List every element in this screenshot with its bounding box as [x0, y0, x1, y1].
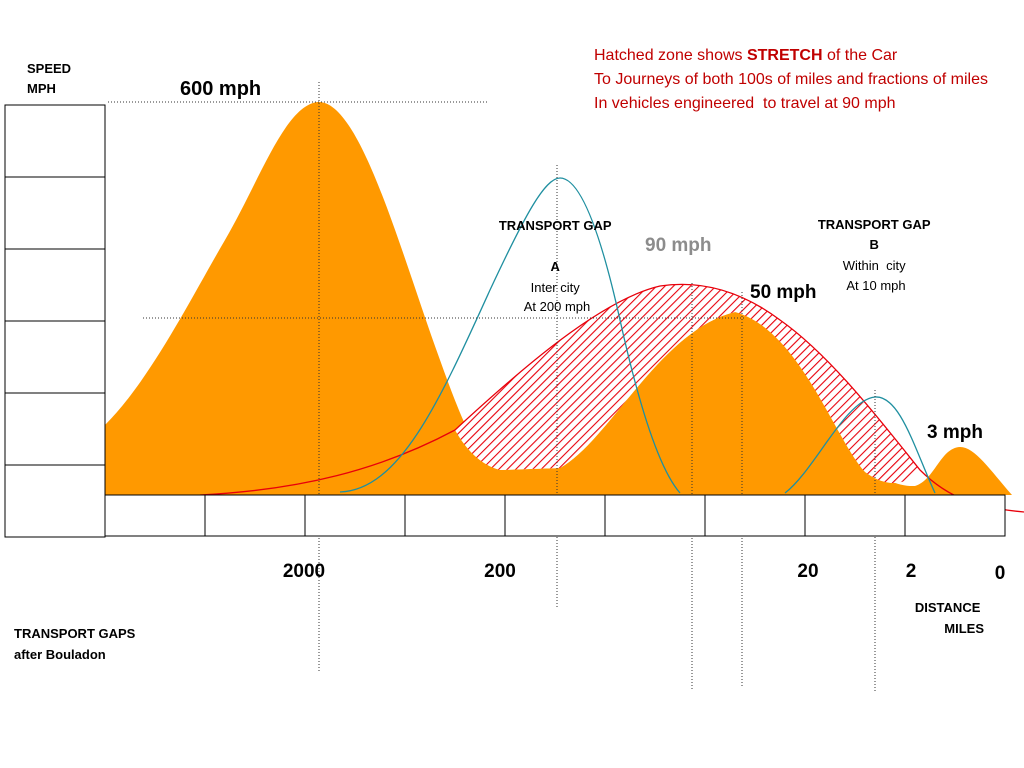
x-tick-2: 2 — [906, 561, 917, 582]
stretch-curve-line — [199, 283, 1024, 513]
footer-caption: TRANSPORT GAPS after Bouladon — [14, 626, 139, 662]
x-tick-20: 20 — [797, 561, 818, 582]
speed-axis-boxes — [4, 104, 106, 538]
peak-label-600: 600 mph — [180, 78, 261, 100]
x-tick-0: 0 — [995, 563, 1006, 584]
gap-a-curve-line — [339, 177, 681, 494]
x-tick-200: 200 — [484, 561, 516, 582]
y-axis-label: SPEED MPH — [27, 61, 75, 96]
peak-label-3: 3 mph — [927, 422, 983, 443]
x-tick-2000: 2000 — [283, 561, 325, 582]
transport-gap-b-label: TRANSPORT GAP B Within city At 10 mph — [818, 217, 934, 293]
stretch-hatched-zone — [455, 284, 920, 484]
x-axis-label: DISTANCE MILES — [915, 600, 984, 636]
distance-axis-boxes — [104, 494, 1006, 537]
transport-gap-a-label: TRANSPORT GAP A Inter city At 200 mph — [499, 218, 615, 314]
stretch-note: Hatched zone shows STRETCH of the Car To… — [594, 47, 992, 112]
gap-b-curve-line — [784, 396, 936, 494]
orange-distribution-area — [105, 101, 1012, 495]
peak-label-50: 50 mph — [750, 282, 817, 303]
peak-label-90: 90 mph — [645, 235, 712, 256]
